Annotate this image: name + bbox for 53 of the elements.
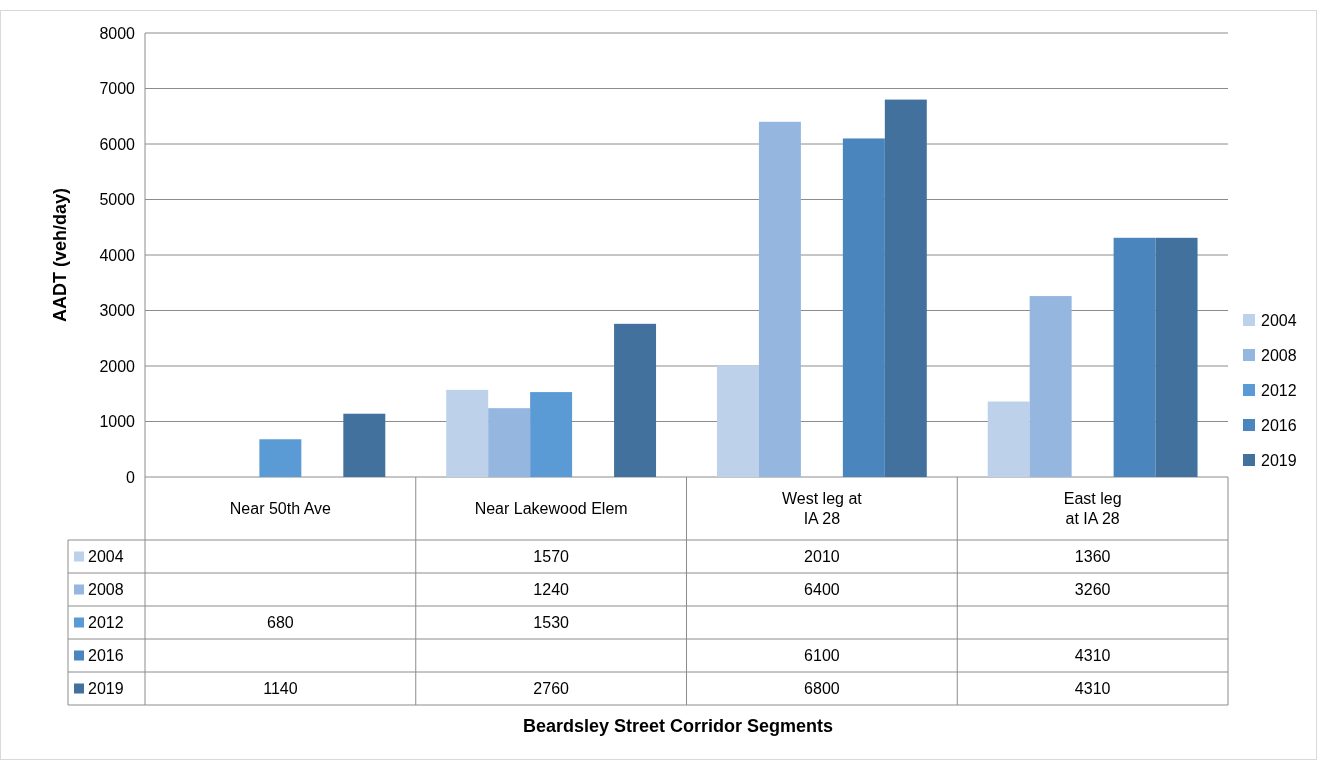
data-label: 6800 [804,680,840,698]
data-label: 680 [267,614,294,632]
bar [1029,296,1072,477]
y-tick-label: 7000 [99,80,136,98]
legend-label: 2008 [1261,346,1297,364]
bar [842,138,885,477]
legend-label: 2012 [88,614,124,632]
data-label: 2760 [533,680,570,698]
data-label: 2010 [804,548,840,566]
text: 2004 [88,548,124,566]
text: Beardsley Street Corridor Segments [522,716,834,737]
legend-label: 2004 [1261,311,1297,329]
data-label: 6400 [804,581,840,599]
data-label: 1140 [263,680,298,698]
y-tick-label: 2000 [99,357,136,375]
data-label: 6100 [804,647,840,665]
data-label: 1360 [1074,548,1111,566]
data-label: 4310 [1074,680,1111,698]
y-tick-label: 4000 [99,246,136,264]
y-tick-label: 6000 [99,135,136,153]
legend-label: 2016 [1261,416,1297,434]
data-label: 4310 [1074,647,1111,665]
x-tick-label: West leg at IA 28 [782,490,863,528]
text: 2012 [1261,381,1297,399]
y-tick-label: 5000 [99,191,136,209]
bar [530,392,573,477]
bar [488,408,531,477]
bar [1113,237,1156,477]
bar [758,121,801,477]
data-label: 1240 [533,581,570,599]
text: 2016 [88,647,124,665]
bar [343,413,386,477]
text: 2008 [88,581,124,599]
bar [614,323,657,477]
text: 2019 [88,680,124,698]
y-tick-label: 0 [126,468,136,486]
y-tick-label: 3000 [99,302,136,320]
x-tick-label: Near 50th Ave [229,500,332,518]
x-tick-label: East leg at IA 28 [1063,490,1122,528]
bar [884,99,927,477]
bar [259,439,302,477]
bar [446,389,489,477]
y-axis-title: AADT (veh/day) [50,187,70,323]
bar [1155,237,1198,477]
data-label: 1570 [533,548,570,566]
data-label: 3260 [1074,581,1111,599]
y-tick-label: 8000 [99,24,136,42]
data-label: 1530 [533,614,570,632]
bar [987,401,1030,477]
y-tick-label: 1000 [99,413,136,431]
bar [716,365,759,477]
legend-label: 2019 [1261,451,1297,469]
x-tick-label: Near Lakewood Elem [474,500,628,518]
